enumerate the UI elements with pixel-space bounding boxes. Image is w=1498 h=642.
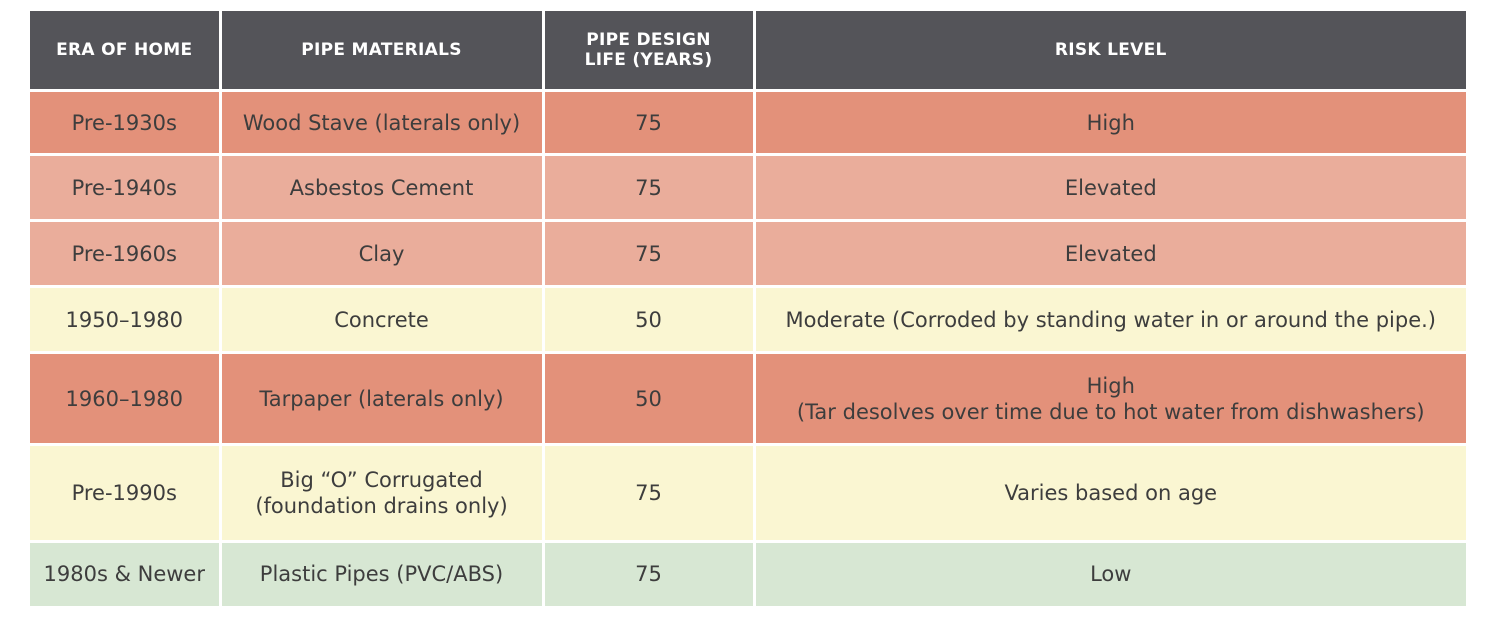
cell-design-life: 75: [541, 540, 756, 606]
cell-era: Pre-1940s: [30, 153, 222, 222]
cell-risk-level-text: Moderate (Corroded by standing water in …: [785, 307, 1436, 332]
cell-era: 1980s & Newer: [30, 540, 222, 606]
cell-design-life: 50: [541, 285, 756, 354]
header-pipe-design-life-label: PIPE DESIGN LIFE (YEARS): [584, 30, 713, 70]
table-row: Pre-1930s Wood Stave (laterals only) 75 Hig…: [30, 89, 1466, 156]
cell-material: Clay: [218, 219, 545, 288]
cell-design-life-text: 75: [635, 175, 662, 200]
cell-era: Pre-1990s: [30, 443, 222, 543]
cell-risk-level: High (Tar desolves over time due to hot w…: [752, 351, 1466, 446]
cell-risk-level: High: [752, 89, 1466, 156]
cell-era-text: Pre-1940s: [71, 175, 177, 200]
cell-era: Pre-1960s: [30, 219, 222, 288]
header-era-of-home: ERA OF HOME: [30, 11, 222, 92]
pipe-risk-table: ERA OF HOME PIPE MATERIALS PIPE DESIGN L…: [30, 11, 1466, 606]
cell-design-life: 75: [541, 89, 756, 156]
cell-material-text: Plastic Pipes (PVC/ABS): [259, 562, 504, 587]
cell-design-life: 75: [541, 153, 756, 222]
table-row: Pre-1990s Big “O” Corrugated (foundation d…: [30, 443, 1466, 543]
cell-era: 1950–1980: [30, 285, 222, 354]
cell-risk-level-text: Low: [1090, 562, 1132, 587]
cell-risk-level: Elevated: [752, 219, 1466, 288]
cell-risk-level-note: (Tar desolves over time due to hot water…: [796, 399, 1425, 424]
cell-risk-level-text: Varies based on age: [1004, 481, 1218, 505]
cell-design-life-text: 75: [635, 110, 662, 135]
cell-era: Pre-1930s: [30, 89, 222, 156]
cell-material-text: Concrete: [334, 307, 429, 332]
cell-risk-level-text: Elevated: [1064, 241, 1157, 266]
cell-design-life-text: 75: [635, 241, 662, 266]
cell-design-life: 50: [541, 351, 756, 446]
cell-risk-level: Low: [752, 540, 1466, 606]
cell-risk-level-text: High: [1086, 110, 1135, 135]
cell-era: 1960–1980: [30, 351, 222, 446]
cell-risk-level: Varies based on age: [752, 443, 1466, 543]
table-row: Pre-1940s Asbestos Cement 75 Elevated: [30, 153, 1466, 222]
cell-design-life: 75: [541, 443, 756, 543]
cell-risk-level-text: High: [1086, 373, 1135, 398]
cell-era-text: Pre-1930s: [71, 110, 177, 135]
cell-risk-level-text: Elevated: [1064, 175, 1157, 200]
cell-risk-level: Elevated: [752, 153, 1466, 222]
cell-material: Wood Stave (laterals only): [218, 89, 545, 156]
cell-material: Asbestos Cement: [218, 153, 545, 222]
cell-era-text: 1950–1980: [65, 307, 183, 332]
cell-material-text: Big “O” Corrugated: [280, 468, 483, 492]
cell-era-text: 1980s & Newer: [43, 562, 205, 587]
cell-material-text: Clay: [358, 241, 405, 266]
header-pipe-materials: PIPE MATERIALS: [218, 11, 545, 92]
header-pipe-design-life: PIPE DESIGN LIFE (YEARS): [541, 11, 756, 92]
cell-material: Big “O” Corrugated (foundation drains onl…: [218, 443, 545, 543]
table-row: Pre-1960s Clay 75 Elevated: [30, 219, 1466, 288]
cell-material-text: Wood Stave (laterals only): [242, 110, 521, 135]
cell-design-life-text: 75: [635, 562, 662, 587]
header-risk-level: RISK LEVEL: [752, 11, 1466, 92]
cell-material: Concrete: [218, 285, 545, 354]
table-header-row: ERA OF HOME PIPE MATERIALS PIPE DESIGN L…: [30, 11, 1466, 92]
cell-design-life-text: 50: [635, 386, 662, 411]
cell-era-text: Pre-1960s: [71, 241, 177, 266]
cell-material: Tarpaper (laterals only): [218, 351, 545, 446]
table-row: 1960–1980 Tarpaper (laterals only) 50 High(…: [30, 351, 1466, 446]
cell-design-life-text: 75: [635, 481, 662, 505]
cell-era-text: Pre-1990s: [71, 481, 177, 505]
cell-material-text: Asbestos Cement: [289, 175, 474, 200]
cell-material-text: Tarpaper (laterals only): [259, 386, 504, 411]
table-body: Pre-1930s Wood Stave (laterals only) 75 Hig…: [30, 89, 1466, 606]
pipe-risk-table-container: ERA OF HOME PIPE MATERIALS PIPE DESIGN L…: [30, 11, 1466, 606]
cell-risk-level: Moderate (Corroded by standing water in …: [752, 285, 1466, 354]
cell-era-text: 1960–1980: [65, 386, 183, 411]
cell-design-life-text: 50: [635, 307, 662, 332]
cell-design-life: 75: [541, 219, 756, 288]
cell-material-note: (foundation drains only): [255, 494, 508, 518]
cell-material: Plastic Pipes (PVC/ABS): [218, 540, 545, 606]
table-row: 1950–1980 Concrete 50 Moderate (Corroded by…: [30, 285, 1466, 354]
table-row: 1980s & Newer Plastic Pipes (PVC/ABS) 75 Lo…: [30, 540, 1466, 606]
